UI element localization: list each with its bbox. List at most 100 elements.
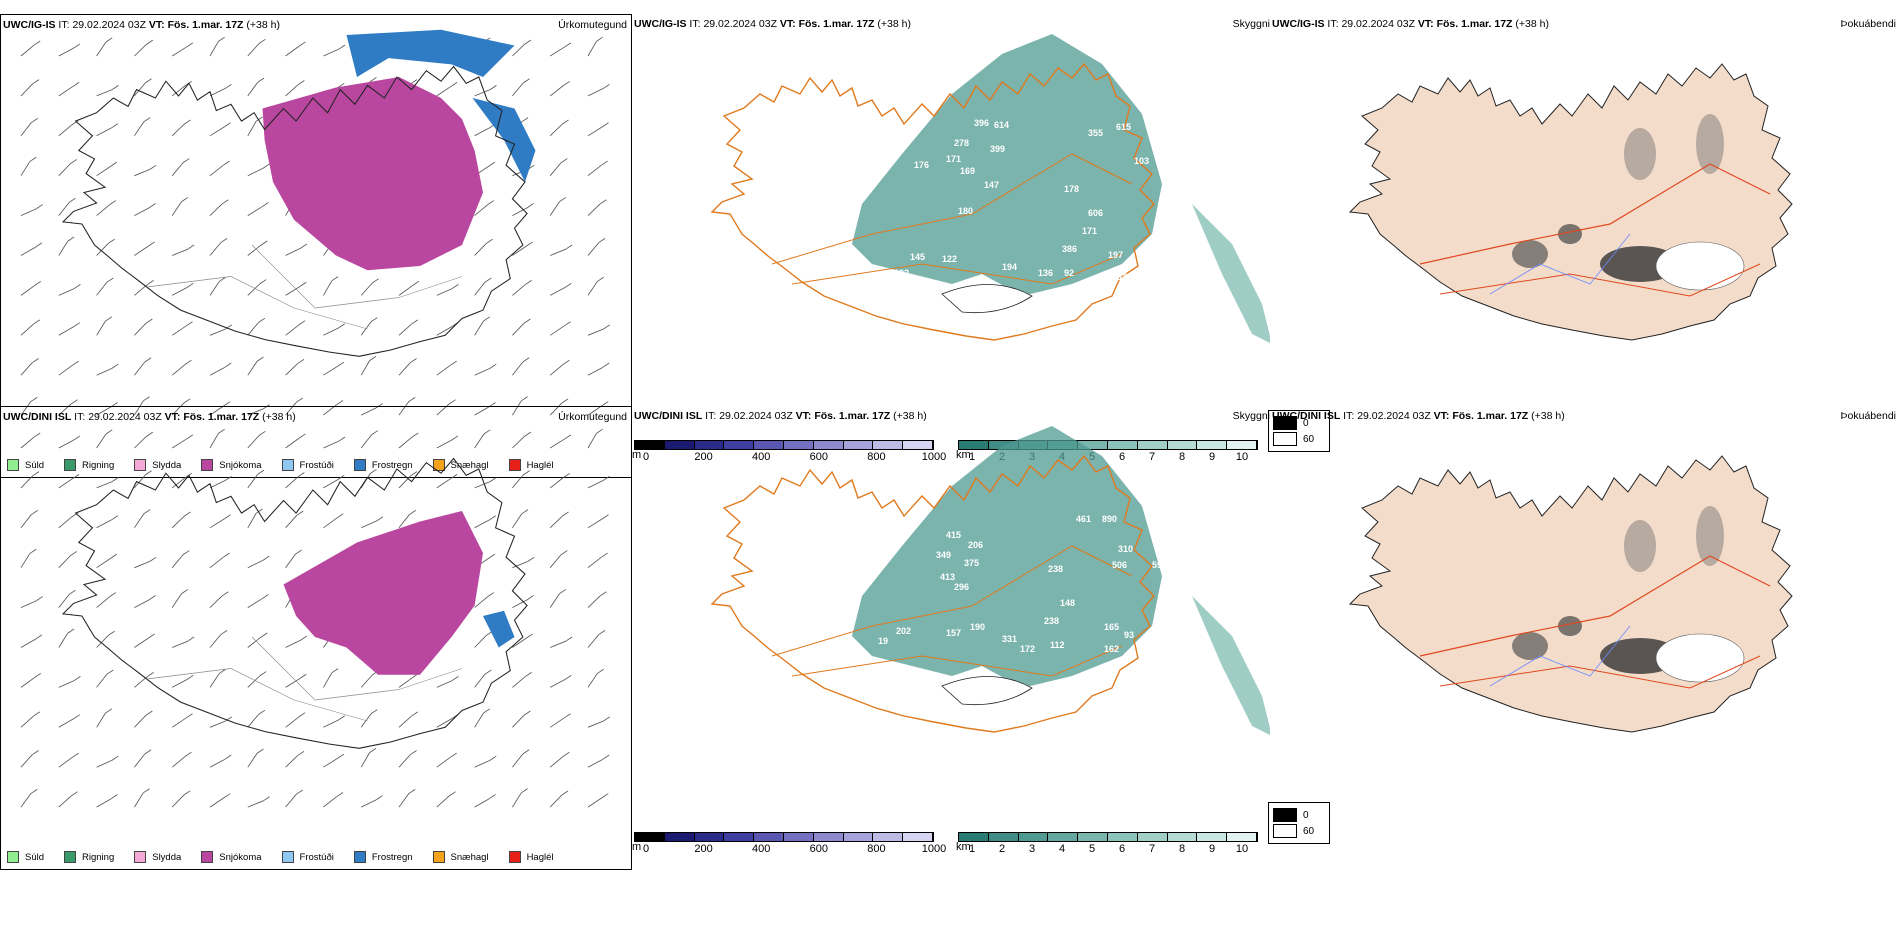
it-label: IT: (689, 18, 701, 30)
model-name: UWC/DINI ISL (1272, 410, 1341, 422)
colorbar-box (635, 441, 665, 449)
colorbar-box (1197, 441, 1228, 449)
colorbar-tick: 2 (998, 843, 1006, 855)
legend-item: Súld (7, 851, 44, 863)
legend-label: Slydda (152, 851, 182, 863)
it-label: IT: (705, 410, 717, 422)
legend-item: Súld (7, 459, 44, 471)
land-fog-field (1348, 63, 1793, 341)
ceiling-value-label: 202 (896, 626, 911, 636)
legend-label: Rigning (82, 459, 115, 471)
skyggni-panel-title: Skyggni (1232, 18, 1270, 30)
legend-item: Haglél (508, 851, 554, 863)
road-network (710, 62, 1155, 341)
ceiling-value-label: 171 (946, 154, 961, 164)
ceiling-value-label: 190 (970, 622, 985, 632)
height-colorbar: 0 200 400 600 800 1000 m (632, 440, 946, 464)
legend-item: Snjókoma (201, 851, 262, 863)
ceiling-value-label: 171 (1082, 226, 1097, 236)
precip-map (20, 428, 611, 808)
legend-item: Frostregn (353, 851, 413, 863)
colorbar-box (1048, 833, 1079, 841)
fog-legend-swatch (1273, 808, 1297, 822)
model-name: UWC/DINI ISL (634, 410, 703, 422)
colorbar-box (843, 441, 874, 449)
it-value: 29.02.2024 03Z (703, 18, 777, 30)
ceiling-value-label: 160 (1118, 272, 1133, 282)
colorbar-box (988, 833, 1019, 841)
colorbar-tick: 800 (867, 843, 886, 855)
fog-legend-item: 60 (1273, 432, 1325, 446)
low-visibility-area-offshore (1192, 204, 1270, 343)
colorbar-box (1137, 441, 1168, 449)
colorbar-tick: 800 (867, 451, 886, 463)
skyggni-title: UWC/DINI ISL IT: 29.02.2024 03Z VT: Fös.… (634, 410, 927, 422)
legend-item: Frostúði (281, 459, 334, 471)
ceiling-value-label: 375 (964, 558, 979, 568)
vt-label: VT: (795, 410, 812, 422)
skyggni-panel: UWC/IG-IS IT: 29.02.2024 03Z VT: Fös. 1.… (632, 14, 1270, 478)
ceiling-value-label: 172 (1020, 644, 1035, 654)
legend-item: Frostregn (353, 459, 413, 471)
vt-label: VT: (1433, 410, 1450, 422)
legend-swatch (353, 851, 366, 863)
colorbar-box (635, 833, 665, 841)
fog-legend-swatch (1273, 416, 1297, 430)
it-value: 29.02.2024 03Z (1341, 18, 1415, 30)
glacier-outline (941, 284, 1033, 313)
colorbar-box (1107, 833, 1138, 841)
ceiling-value-label: 278 (954, 138, 969, 148)
lead-time: (+38 h) (246, 19, 280, 31)
ceiling-value-label: 136 (1038, 268, 1053, 278)
legend-item: Slydda (134, 459, 181, 471)
vt-label: VT: (164, 411, 181, 423)
legend-swatch (201, 851, 214, 863)
colorbar-box (724, 833, 755, 841)
legend-swatch (64, 459, 77, 471)
colorbar-box (754, 833, 784, 841)
ceiling-value-label: 349 (936, 550, 951, 560)
colorbar-box (1137, 833, 1168, 841)
road-network (1419, 163, 1771, 265)
legend-swatch (281, 459, 294, 471)
legend-label: Snæhagl (450, 459, 489, 471)
colorbar-tick: 400 (752, 843, 771, 855)
precip-panel-title: Úrkomutegund (558, 411, 627, 423)
colorbar-box (813, 441, 844, 449)
precip-title: UWC/DINI ISL IT: 29.02.2024 03Z VT: Fös.… (3, 411, 296, 423)
coastline (61, 65, 528, 357)
height-colorbar: 0 200 400 600 800 1000 m (632, 832, 946, 856)
legend-item: Haglél (508, 459, 554, 471)
vt-value: Fös. 1.mar. 17Z (1436, 18, 1513, 30)
legend-label: Haglél (526, 459, 554, 471)
fog-panel-title: Þokuábendi (1840, 18, 1896, 30)
colorbar-tick: 200 (694, 451, 713, 463)
snow-area (283, 511, 483, 675)
vt-value: Fös. 1.mar. 17Z (1452, 410, 1529, 422)
ceiling-value-label: 310 (1118, 544, 1133, 554)
legend-swatch (7, 459, 19, 471)
colorbar-box (959, 441, 989, 449)
fog-legend-item: 0 (1273, 808, 1325, 822)
colorbar-box (903, 833, 933, 841)
ceiling-value-label: 165 (1104, 622, 1119, 632)
fog-legend-item: 60 (1273, 824, 1325, 838)
it-value: 29.02.2024 03Z (72, 19, 146, 31)
ceiling-value-label: 157 (946, 628, 961, 638)
it-label: IT: (1327, 18, 1339, 30)
vt-label: VT: (148, 19, 165, 31)
legend-label: Frostregn (371, 851, 413, 863)
ceiling-value-label: 461 (1076, 514, 1091, 524)
it-value: 29.02.2024 03Z (88, 411, 162, 423)
colorbar-box (873, 441, 904, 449)
colorbar-tick: 9 (1208, 843, 1216, 855)
colorbar-box (664, 441, 695, 449)
legend-item: Frostúði (281, 851, 334, 863)
colorbar-tick: 200 (694, 843, 713, 855)
legend-swatch (508, 851, 521, 863)
colorbar-box (1227, 441, 1257, 449)
colorbar-tick: 600 (809, 843, 828, 855)
freezing-rain-area (346, 29, 515, 77)
model-name: UWC/IG-IS (3, 19, 56, 31)
